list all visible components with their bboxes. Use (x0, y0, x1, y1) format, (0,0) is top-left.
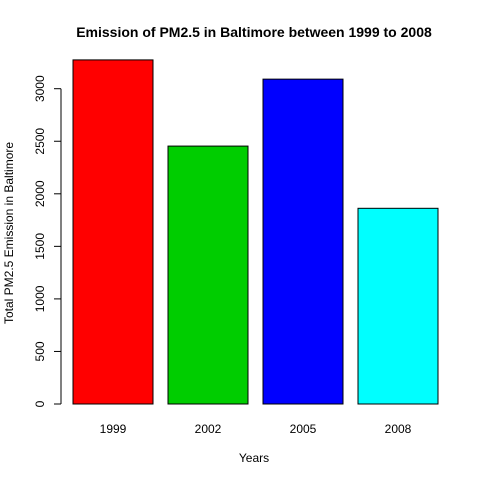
y-tick-label: 500 (33, 341, 47, 361)
x-axis-tick-labels: 1999 2002 2005 2008 (100, 422, 412, 436)
y-tick-label: 1500 (33, 233, 47, 260)
y-tick-label: 3000 (33, 75, 47, 102)
y-tick-label: 2000 (33, 180, 47, 207)
bar-2002 (167, 145, 249, 405)
bar-2005 (262, 78, 344, 405)
x-tick-label-1999: 1999 (100, 422, 127, 436)
y-axis-title: Total PM2.5 Emission in Baltimore (2, 142, 16, 324)
chart-title: Emission of PM2.5 in Baltimore between 1… (76, 24, 432, 40)
y-tick-label: 0 (33, 400, 47, 407)
y-tick-label: 1000 (33, 285, 47, 312)
y-tick-label: 2500 (33, 128, 47, 155)
x-axis-title: Years (239, 451, 269, 465)
bar-2008 (357, 207, 439, 405)
bars-group (72, 59, 439, 405)
bar-1999 (72, 59, 154, 405)
x-tick-label-2008: 2008 (385, 422, 412, 436)
x-tick-label-2002: 2002 (195, 422, 222, 436)
x-tick-label-2005: 2005 (290, 422, 317, 436)
y-axis: 0 500 1000 1500 2000 2500 3000 (33, 75, 62, 407)
